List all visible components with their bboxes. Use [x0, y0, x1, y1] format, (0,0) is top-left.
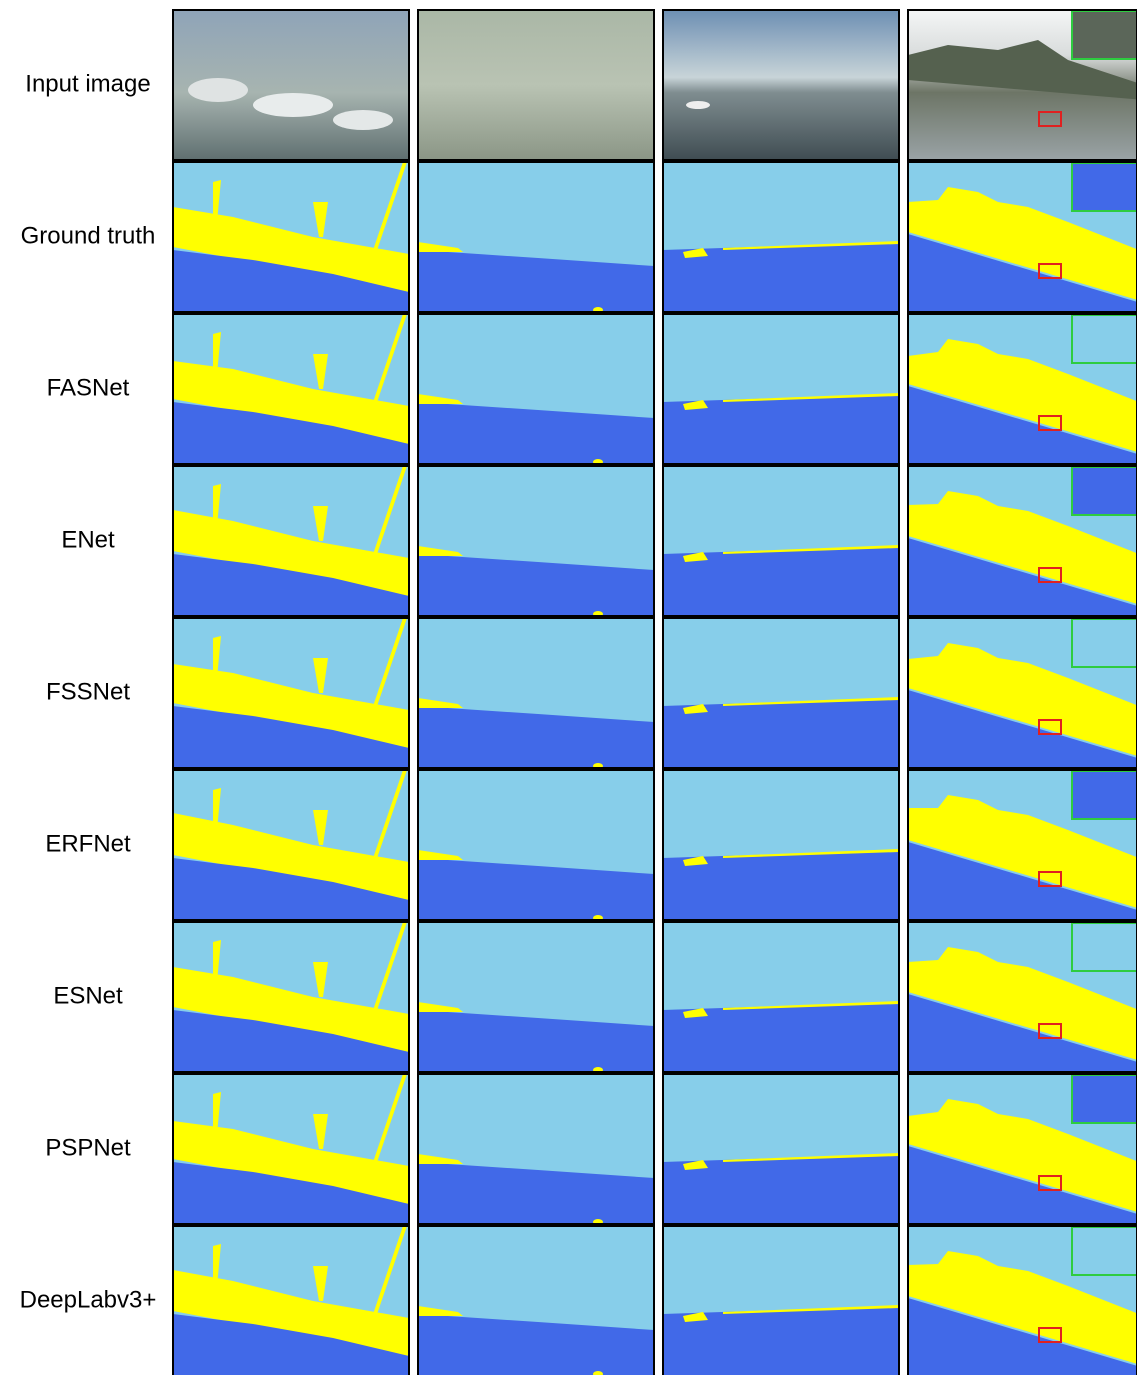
- image-content: [908, 1074, 1137, 1224]
- result-image: [418, 618, 654, 769]
- result-image: [663, 10, 899, 160]
- result-image: [663, 1074, 899, 1224]
- result-image: [173, 1226, 409, 1375]
- inset-box: [1072, 315, 1137, 363]
- image-content: [173, 922, 409, 1072]
- result-image: [908, 10, 1137, 160]
- result-image: [418, 1226, 654, 1375]
- row-label: Input image: [25, 70, 150, 97]
- result-image: [173, 922, 409, 1072]
- row-label: PSPNet: [45, 1134, 131, 1161]
- image-content: [663, 922, 899, 1072]
- image-content: [908, 162, 1137, 312]
- image-content: [173, 770, 409, 920]
- result-image: [908, 314, 1137, 464]
- row-label: ERFNet: [45, 830, 131, 857]
- result-image: [418, 314, 654, 465]
- result-image: [908, 922, 1137, 1072]
- image-content: [908, 618, 1137, 768]
- boat: [333, 110, 393, 130]
- result-image: [173, 1074, 409, 1224]
- row-label: Ground truth: [21, 222, 156, 249]
- result-image: [663, 1226, 899, 1375]
- result-image: [908, 618, 1137, 768]
- result-image: [173, 466, 409, 616]
- result-image: [173, 10, 409, 160]
- inset-box: [1072, 163, 1137, 211]
- result-image: [173, 314, 409, 464]
- image-content: [418, 618, 654, 769]
- result-image: [663, 618, 899, 768]
- row-label: DeepLabv3+: [20, 1286, 157, 1313]
- result-image: [173, 770, 409, 920]
- inset-box: [1072, 467, 1137, 515]
- result-image: [908, 466, 1137, 616]
- figure: Input image Ground truth FASNet ENet FSSNet E…: [0, 0, 1137, 1375]
- image-content: [173, 10, 409, 160]
- result-image: [418, 1074, 654, 1225]
- photo: [663, 10, 899, 160]
- image-content: [663, 10, 899, 160]
- image-content: [418, 10, 654, 160]
- inset-box: [1072, 923, 1137, 971]
- image-content: [908, 314, 1137, 464]
- image-content: [418, 314, 654, 465]
- row-label: ESNet: [53, 982, 123, 1009]
- inset-box: [1072, 619, 1137, 667]
- image-content: [418, 770, 654, 921]
- boat: [188, 78, 248, 102]
- inset-box: [1072, 771, 1137, 819]
- image-content: [418, 162, 654, 313]
- result-image: [173, 618, 409, 768]
- image-content: [173, 466, 409, 616]
- boat: [686, 101, 710, 109]
- image-content: [418, 1226, 654, 1375]
- image-content: [663, 618, 899, 768]
- image-content: [663, 162, 899, 312]
- result-image: [663, 162, 899, 312]
- image-content: [418, 466, 654, 617]
- result-image: [663, 922, 899, 1072]
- inset-box: [1072, 1075, 1137, 1123]
- result-image: [908, 770, 1137, 920]
- row-label: ENet: [61, 526, 115, 553]
- photo: [418, 10, 654, 160]
- result-image: [663, 770, 899, 920]
- image-content: [173, 1226, 409, 1375]
- row-label: FASNet: [47, 374, 130, 401]
- inset-box: [1072, 11, 1137, 59]
- image-content: [663, 466, 899, 616]
- image-content: [663, 770, 899, 920]
- result-image: [908, 1226, 1137, 1375]
- result-image: [418, 770, 654, 921]
- result-image: [418, 10, 654, 160]
- image-content: [663, 1226, 899, 1375]
- image-content: [173, 1074, 409, 1224]
- image-content: [908, 770, 1137, 920]
- image-content: [173, 618, 409, 768]
- image-content: [418, 1074, 654, 1225]
- boat: [253, 93, 333, 117]
- image-content: [173, 162, 409, 312]
- result-image: [418, 466, 654, 617]
- image-content: [908, 10, 1137, 160]
- row-label: FSSNet: [46, 678, 130, 705]
- result-image: [908, 1074, 1137, 1224]
- result-image: [663, 314, 899, 464]
- image-content: [908, 466, 1137, 616]
- result-image: [418, 162, 654, 313]
- inset-box: [1072, 1227, 1137, 1275]
- image-content: [908, 1226, 1137, 1375]
- image-content: [663, 314, 899, 464]
- result-image: [908, 162, 1137, 312]
- image-content: [173, 314, 409, 464]
- image-content: [908, 922, 1137, 1072]
- image-content: [663, 1074, 899, 1224]
- result-image: [663, 466, 899, 616]
- result-image: [418, 922, 654, 1073]
- image-content: [418, 922, 654, 1073]
- result-image: [173, 162, 409, 312]
